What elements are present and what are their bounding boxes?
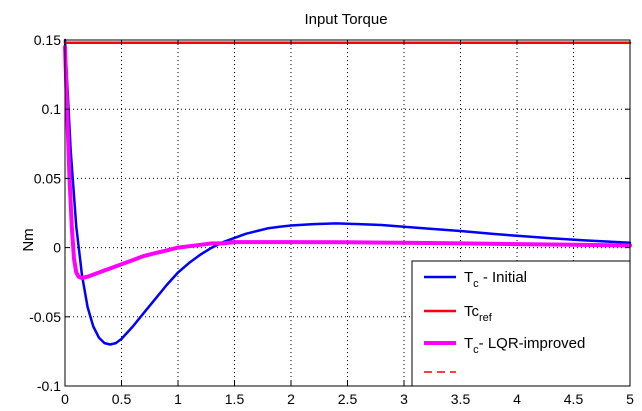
chart-title: Input Torque (304, 11, 387, 28)
y-tick-label: -0.05 (29, 309, 61, 325)
y-tick-label: -0.1 (37, 378, 61, 394)
legend-label-2: Tc- LQR-improved (464, 335, 585, 356)
x-tick-label: 4.5 (564, 391, 584, 407)
x-tick-label: 3 (400, 391, 408, 407)
x-tick-label: 0.5 (112, 391, 132, 407)
y-tick-label: 0.15 (34, 32, 61, 48)
y-tick-label: 0 (53, 240, 61, 256)
x-tick-label: 4 (513, 391, 521, 407)
y-tick-label: 0.1 (42, 101, 62, 117)
x-tick-label: 2.5 (338, 391, 358, 407)
plot-area: 0 0.5 1 1.5 2 2.5 3 3.5 4 4.5 5 0.15 0.1 0.05 0 -0.05 -0… (29, 32, 634, 407)
legend-box (411, 260, 631, 387)
x-tick-label: 1.5 (225, 391, 245, 407)
legend-label-1: Tcref (464, 303, 493, 324)
series-line-2 (63, 44, 632, 280)
legend-label-0: Tc - Initial (464, 269, 527, 290)
x-tick-label: 0 (61, 391, 69, 407)
x-tick-label: 3.5 (451, 391, 471, 407)
y-tick-label: 0.05 (34, 170, 61, 186)
legend: Tc - Initial Tcref Tc- LQR-improved (411, 260, 631, 387)
y-axis-label: Nm (20, 228, 37, 251)
x-tick-label: 5 (626, 391, 634, 407)
x-tick-label: 1 (174, 391, 182, 407)
x-tick-label: 2 (287, 391, 295, 407)
